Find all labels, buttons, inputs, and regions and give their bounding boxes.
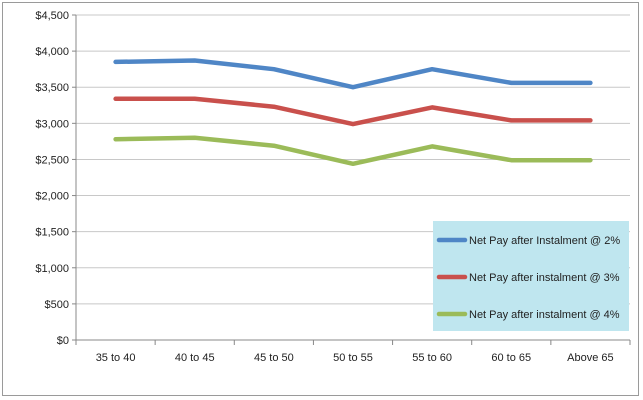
y-tick-label: $4,000 bbox=[35, 46, 69, 58]
series-line-2 bbox=[113, 96, 593, 127]
legend-label: Net Pay after instalment @ 4% bbox=[469, 309, 620, 321]
y-tick-label: $1,500 bbox=[35, 227, 69, 239]
x-tick-label: 50 to 55 bbox=[333, 352, 373, 364]
y-tick-label: $500 bbox=[45, 299, 69, 311]
y-tick-label: $3,500 bbox=[35, 82, 69, 94]
y-axis-ticks: $0 $500 $1,000 $1,500 $2,000 $2,500 $3,000 $3,5… bbox=[35, 10, 76, 347]
x-tick-label: 60 to 65 bbox=[491, 352, 531, 364]
series-lines bbox=[113, 58, 593, 167]
y-tick-label: $3,000 bbox=[35, 118, 69, 130]
legend-label: Net Pay after instalment @ 3% bbox=[469, 272, 620, 284]
x-tick-label: Above 65 bbox=[567, 352, 613, 364]
legend: Net Pay after Instalment @ 2% Net Pay aft… bbox=[433, 221, 629, 331]
x-tick-label: 45 to 50 bbox=[254, 352, 294, 364]
x-axis-ticks: 35 to 40 40 to 45 45 to 50 50 to 55 55 to 60… bbox=[75, 340, 631, 364]
y-tick-label: $2,500 bbox=[35, 154, 69, 166]
x-tick-label: 40 to 45 bbox=[175, 352, 215, 364]
y-tick-label: $0 bbox=[57, 335, 69, 347]
series-line-1 bbox=[113, 58, 593, 90]
x-tick-label: 55 to 60 bbox=[412, 352, 452, 364]
legend-label: Net Pay after Instalment @ 2% bbox=[469, 235, 620, 247]
y-tick-label: $2,000 bbox=[35, 191, 69, 203]
axes bbox=[75, 15, 630, 341]
y-tick-label: $4,500 bbox=[35, 10, 69, 22]
x-tick-label: 35 to 40 bbox=[96, 352, 136, 364]
y-tick-label: $1,000 bbox=[35, 263, 69, 275]
